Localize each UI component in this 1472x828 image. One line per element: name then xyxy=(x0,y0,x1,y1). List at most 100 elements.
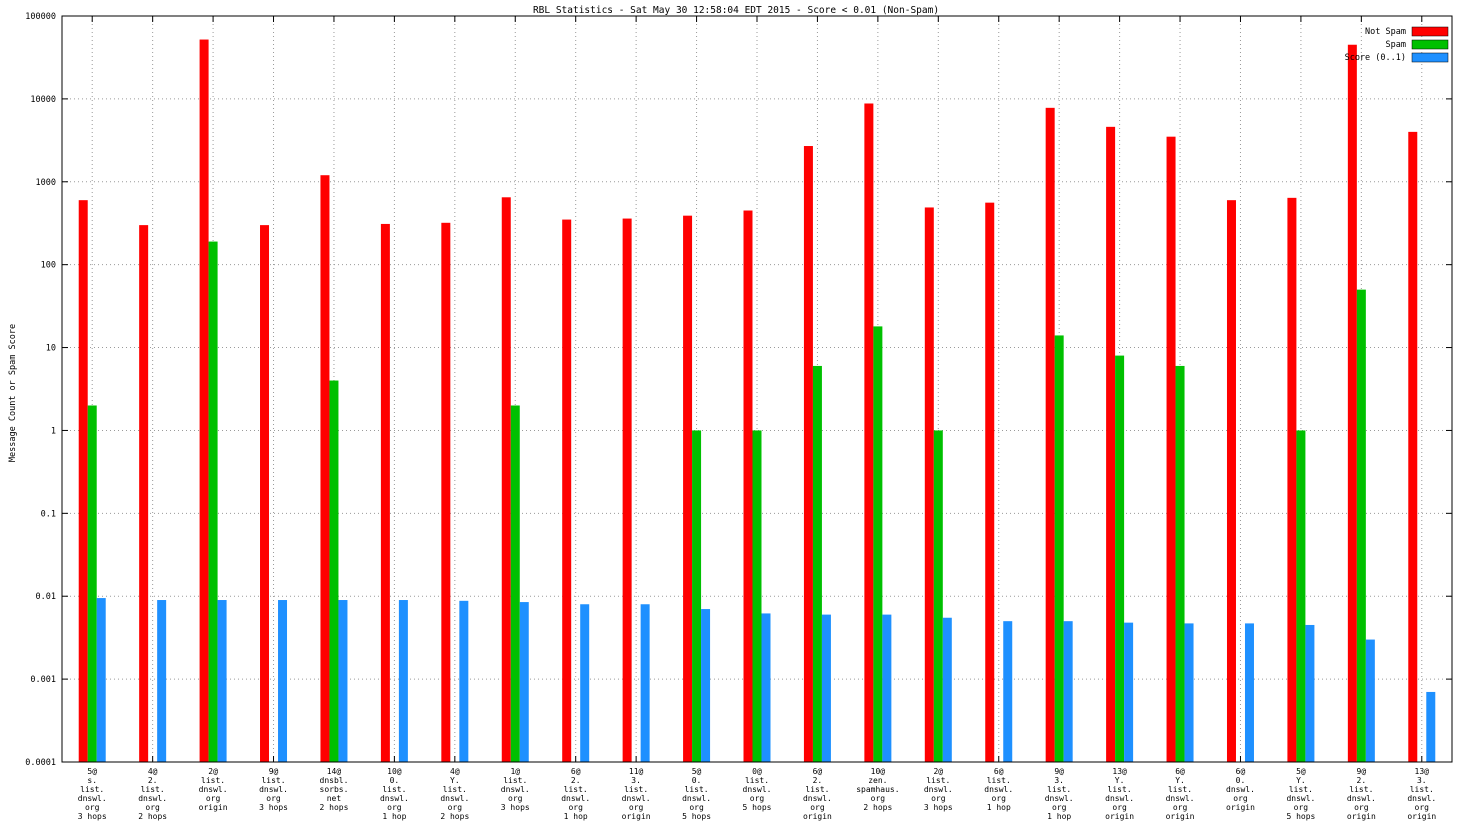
bar-score-0-1--13 xyxy=(882,614,892,762)
x-category-label-22: 3. xyxy=(1417,776,1427,785)
x-category-label-15: 1 hop xyxy=(987,803,1011,812)
bar-spam-11 xyxy=(752,430,762,762)
x-category-label-21: dnswl. xyxy=(1347,794,1376,803)
x-category-label-12: origin xyxy=(803,812,832,821)
x-category-label-20: org xyxy=(1294,803,1309,812)
bar-score-0-1--10 xyxy=(701,609,711,762)
bar-spam-2 xyxy=(208,241,218,762)
bar-not-spam-8 xyxy=(562,219,572,762)
bar-not-spam-3 xyxy=(260,225,270,762)
x-category-label-21: 9@ xyxy=(1357,767,1367,776)
x-category-label-10: 0. xyxy=(692,776,702,785)
x-category-label-5: org xyxy=(387,803,402,812)
bar-not-spam-16 xyxy=(1045,107,1055,762)
x-category-label-7: 1@ xyxy=(510,767,520,776)
x-category-label-9: dnswl. xyxy=(622,794,651,803)
x-category-label-8: org xyxy=(568,803,583,812)
bar-not-spam-19 xyxy=(1226,200,1236,763)
x-category-label-4: 2 hops xyxy=(320,803,349,812)
x-category-label-21: list. xyxy=(1349,785,1373,794)
x-category-label-7: org xyxy=(508,794,523,803)
x-category-label-14: dnswl. xyxy=(924,785,953,794)
bar-not-spam-12 xyxy=(803,146,813,762)
x-category-label-9: 3. xyxy=(631,776,641,785)
x-category-label-11: list. xyxy=(745,776,769,785)
x-category-label-10: dnswl. xyxy=(682,794,711,803)
legend-label-0: Not Spam xyxy=(1365,27,1406,37)
x-category-label-11: org xyxy=(750,794,765,803)
x-category-label-1: 2. xyxy=(148,776,158,785)
x-category-label-16: 1 hop xyxy=(1047,812,1071,821)
bar-not-spam-13 xyxy=(864,103,874,763)
bar-not-spam-2 xyxy=(199,39,209,763)
x-category-label-15: dnswl. xyxy=(984,785,1013,794)
y-tick-label: 100000 xyxy=(25,12,56,22)
x-category-label-11: 5 hops xyxy=(743,803,772,812)
legend-label-1: Spam xyxy=(1386,40,1406,50)
x-category-label-2: dnswl. xyxy=(199,785,228,794)
bar-not-spam-10 xyxy=(683,215,693,763)
bar-not-spam-11 xyxy=(743,210,753,762)
y-tick-label: 10 xyxy=(46,344,56,354)
bar-not-spam-1 xyxy=(139,225,149,762)
x-category-label-16: 9@ xyxy=(1054,767,1064,776)
bar-not-spam-22 xyxy=(1408,131,1418,762)
x-category-label-3: dnswl. xyxy=(259,785,288,794)
plot-border xyxy=(61,15,1453,763)
legend-swatch-2 xyxy=(1411,52,1449,63)
chart-title: RBL Statistics - Sat May 30 12:58:04 EDT… xyxy=(532,5,940,16)
x-category-label-17: 13@ xyxy=(1112,767,1127,776)
x-category-label-1: 2 hops xyxy=(138,812,167,821)
x-category-label-18: origin xyxy=(1166,812,1195,821)
x-category-label-17: origin xyxy=(1105,812,1134,821)
x-category-label-13: spamhaus. xyxy=(856,785,899,794)
x-category-label-7: list. xyxy=(503,776,527,785)
x-category-label-7: dnswl. xyxy=(501,785,530,794)
bar-not-spam-4 xyxy=(320,175,330,762)
x-category-label-9: list. xyxy=(624,785,648,794)
x-category-label-18: org xyxy=(1173,803,1188,812)
x-category-label-6: org xyxy=(448,803,463,812)
bar-score-0-1--15 xyxy=(1003,621,1013,762)
x-category-label-4: 14@ xyxy=(327,767,342,776)
x-category-label-13: zen. xyxy=(868,776,887,785)
x-category-label-18: list. xyxy=(1168,785,1192,794)
x-category-label-17: dnswl. xyxy=(1105,794,1134,803)
x-category-label-4: sorbs. xyxy=(320,785,349,794)
x-category-label-6: 4@ xyxy=(450,767,460,776)
legend-label-2: Score (0..1) xyxy=(1345,53,1406,63)
x-category-label-12: org xyxy=(810,803,825,812)
x-category-label-11: 0@ xyxy=(752,767,762,776)
y-tick-label: 1 xyxy=(51,426,56,436)
bar-score-0-1--20 xyxy=(1305,624,1315,762)
x-category-label-0: s. xyxy=(87,776,97,785)
x-category-label-16: 3. xyxy=(1054,776,1064,785)
legend-swatch-0 xyxy=(1411,26,1449,37)
y-tick-label: 1000 xyxy=(36,178,56,188)
x-category-label-12: list. xyxy=(805,785,829,794)
x-category-label-7: 3 hops xyxy=(501,803,530,812)
x-category-label-9: origin xyxy=(622,812,651,821)
bar-spam-10 xyxy=(692,430,702,762)
x-category-label-13: 2 hops xyxy=(863,803,892,812)
bar-not-spam-7 xyxy=(501,197,511,763)
bar-score-0-1--8 xyxy=(580,604,590,762)
legend-swatch-1 xyxy=(1411,39,1449,50)
x-category-label-1: 4@ xyxy=(148,767,158,776)
x-category-label-3: org xyxy=(266,794,281,803)
x-category-label-10: list. xyxy=(685,785,709,794)
x-category-label-14: 2@ xyxy=(933,767,943,776)
x-category-label-22: org xyxy=(1415,803,1430,812)
bar-score-0-1--0 xyxy=(96,598,106,762)
bar-spam-17 xyxy=(1115,355,1125,762)
x-category-label-5: dnswl. xyxy=(380,794,409,803)
x-category-label-22: list. xyxy=(1410,785,1434,794)
y-tick-label: 100 xyxy=(41,261,56,271)
x-category-label-1: dnswl. xyxy=(138,794,167,803)
x-category-label-2: list. xyxy=(201,776,225,785)
x-category-label-3: 9@ xyxy=(269,767,279,776)
bar-not-spam-15 xyxy=(985,202,995,762)
x-category-label-19: org xyxy=(1233,794,1248,803)
x-category-label-21: origin xyxy=(1347,812,1376,821)
